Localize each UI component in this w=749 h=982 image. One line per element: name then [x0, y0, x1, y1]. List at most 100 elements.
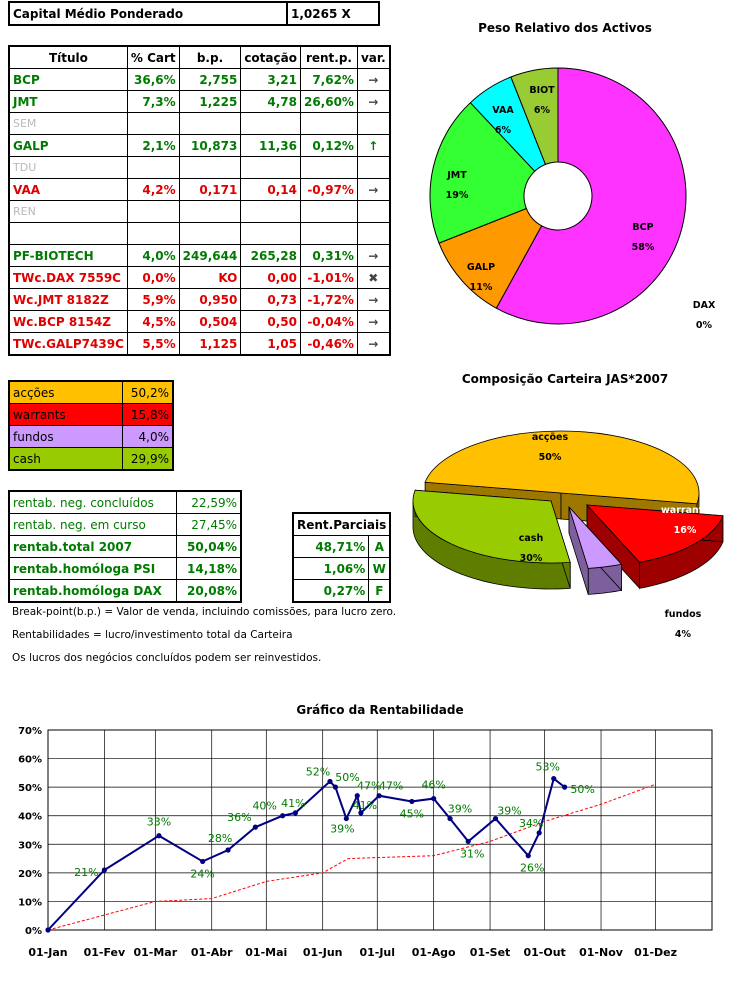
- holding-row: JMT 7,3% 1,225 4,78 26,60% →: [8, 90, 391, 113]
- pie3d-slice: [586, 504, 724, 563]
- composition-value: 15,8%: [122, 403, 174, 426]
- trend-icon: →: [356, 310, 391, 333]
- partial-row: 1,06% W: [292, 557, 391, 580]
- donut-slice-label: BCP: [632, 222, 653, 233]
- data-point: [252, 824, 258, 830]
- holding-value: 1,225: [178, 90, 242, 113]
- x-tick-label: 01-Mar: [133, 946, 177, 959]
- holding-value: -0,04%: [299, 310, 358, 333]
- donut-slice-label: GALP: [467, 262, 495, 273]
- y-tick-label: 60%: [18, 755, 42, 766]
- pie3d-pct: 4%: [675, 629, 692, 640]
- holding-value: 2,1%: [126, 134, 180, 157]
- holding-value: [126, 156, 180, 179]
- composition-value: 50,2%: [122, 380, 174, 404]
- pie3d-slice: [424, 430, 700, 505]
- holding-value: 265,28: [240, 244, 301, 267]
- data-label: 50%: [570, 783, 594, 796]
- returns-value: 27,45%: [176, 513, 242, 536]
- data-point: [492, 815, 499, 822]
- data-point: [536, 830, 542, 836]
- y-tick-label: 30%: [18, 840, 42, 851]
- returns-value: 50,04%: [176, 535, 242, 558]
- column-header: var.: [356, 45, 391, 69]
- data-label: 46%: [421, 779, 445, 792]
- composition-pie-title: Composição Carteira JAS*2007: [462, 372, 668, 386]
- holding-value: [299, 112, 358, 135]
- data-label: 21%: [74, 866, 98, 879]
- holding-value: 249,644: [178, 244, 242, 267]
- x-tick-label: 01-Dez: [634, 946, 677, 959]
- y-tick-label: 40%: [18, 812, 42, 823]
- holding-value: -1,01%: [299, 266, 358, 289]
- holding-value: [178, 156, 242, 179]
- holding-row: GALP 2,1% 10,873 11,36 0,12% ↑: [8, 134, 391, 157]
- data-point: [280, 813, 286, 819]
- holding-value: 0,50: [240, 310, 301, 333]
- holding-value: 4,0%: [126, 244, 180, 267]
- data-point: [45, 927, 51, 933]
- psi-line: [47, 783, 656, 931]
- donut-slice: [429, 101, 536, 244]
- holding-value: [240, 112, 301, 135]
- x-tick-label: 01-Jul: [359, 946, 395, 959]
- pie3d-pct: 16%: [674, 525, 697, 536]
- x-tick-label: 01-Jan: [28, 946, 67, 959]
- holding-value: 1,05: [240, 332, 301, 356]
- data-point: [327, 778, 333, 785]
- holding-row: TDU: [8, 156, 391, 179]
- data-point: [447, 815, 453, 822]
- holding-value: [126, 112, 180, 135]
- capital-value: 1,0265 X: [286, 1, 380, 26]
- donut-slice-label: BIOT: [529, 85, 555, 96]
- x-tick-label: 01-Ago: [412, 946, 456, 959]
- donut-slice-pct: 19%: [446, 190, 469, 201]
- x-tick-label: 01-Mai: [245, 946, 287, 959]
- holding-name: TWc.GALP7439C: [8, 332, 128, 356]
- partials-table: Rent.Parciais 48,71% A 1,06% W 0,27% F: [292, 512, 392, 603]
- holding-name: JMT: [8, 90, 128, 113]
- pie3d-label: cash: [519, 533, 544, 544]
- donut-slice: [495, 67, 687, 325]
- y-tick-label: 70%: [18, 726, 42, 737]
- partial-value: 48,71%: [292, 535, 370, 558]
- composition-label: fundos: [8, 425, 123, 448]
- donut-slice-pct: 11%: [470, 282, 493, 293]
- data-label: 40%: [252, 800, 276, 813]
- data-point: [354, 793, 360, 799]
- doughnut-title: Peso Relativo dos Activos: [478, 21, 652, 35]
- holdings-table: Título% Cart b.p. cotação rent.p. var. BCP 36…: [8, 45, 391, 356]
- holding-row: Wc.JMT 8182Z 5,9% 0,950 0,73 -1,72% →: [8, 288, 391, 311]
- holding-value: 11,36: [240, 134, 301, 157]
- composition-row: cash 29,9%: [8, 447, 174, 471]
- holding-value: 0,171: [178, 178, 242, 201]
- data-label: 39%: [330, 823, 354, 836]
- holding-value: [299, 200, 358, 223]
- holding-value: [126, 200, 180, 223]
- holding-value: 0,00: [240, 266, 301, 289]
- holding-name: SEM: [8, 112, 128, 135]
- returns-value: 22,59%: [176, 490, 242, 514]
- trend-icon: ✖: [356, 266, 391, 289]
- holding-value: -0,97%: [299, 178, 358, 201]
- holding-value: 4,2%: [126, 178, 180, 201]
- composition-row: fundos 4,0%: [8, 425, 174, 448]
- data-label: 41%: [281, 797, 305, 810]
- doughnut-chart: Peso Relativo dos Activos BCP 58% DAX 0% GAL…: [429, 21, 716, 331]
- data-point: [292, 810, 299, 816]
- data-point: [525, 853, 531, 859]
- data-label: 33%: [147, 816, 171, 829]
- holding-value: 36,6%: [126, 68, 180, 91]
- pie3d-label: fundos: [665, 609, 702, 620]
- returns-row: rentab.homóloga DAX 20,08%: [8, 579, 242, 603]
- data-point: [376, 793, 382, 799]
- holding-value: 10,873: [178, 134, 242, 157]
- data-label: 45%: [400, 807, 424, 820]
- holding-name: GALP: [8, 134, 128, 157]
- data-point: [101, 867, 107, 873]
- holding-row: [8, 222, 391, 245]
- holding-name: Wc.JMT 8182Z: [8, 288, 128, 311]
- returns-value: 14,18%: [176, 557, 242, 580]
- partial-code: F: [368, 579, 391, 603]
- column-header: % Cart: [126, 45, 180, 69]
